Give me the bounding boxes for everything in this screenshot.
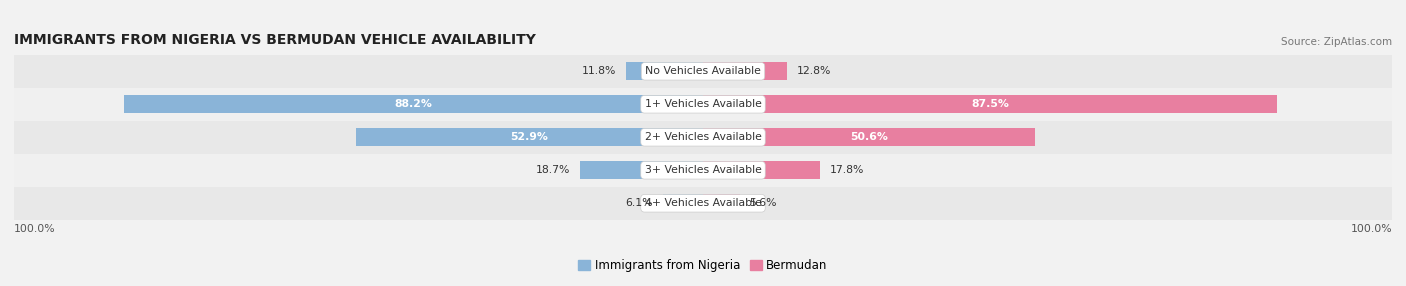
Text: 17.8%: 17.8% [830,165,865,175]
Bar [703,161,820,179]
Bar [664,194,703,212]
Text: 11.8%: 11.8% [581,66,616,76]
Bar [14,55,1392,88]
Bar [14,121,1392,154]
Text: 18.7%: 18.7% [536,165,571,175]
Bar [703,194,740,212]
Text: 3+ Vehicles Available: 3+ Vehicles Available [644,165,762,175]
Text: IMMIGRANTS FROM NIGERIA VS BERMUDAN VEHICLE AVAILABILITY: IMMIGRANTS FROM NIGERIA VS BERMUDAN VEHI… [14,33,536,47]
Text: 100.0%: 100.0% [1350,224,1392,234]
Bar [703,128,1035,146]
Bar [581,161,703,179]
Bar [124,95,703,113]
Text: 4+ Vehicles Available: 4+ Vehicles Available [644,198,762,208]
Text: 5.6%: 5.6% [749,198,778,208]
Text: 6.1%: 6.1% [626,198,654,208]
Bar [703,62,787,80]
Text: 100.0%: 100.0% [14,224,56,234]
Legend: Immigrants from Nigeria, Bermudan: Immigrants from Nigeria, Bermudan [578,259,828,272]
Bar [703,95,1277,113]
Bar [626,62,703,80]
Text: 50.6%: 50.6% [851,132,889,142]
Bar [14,88,1392,121]
Bar [14,187,1392,220]
Text: No Vehicles Available: No Vehicles Available [645,66,761,76]
Bar [14,154,1392,187]
Text: 87.5%: 87.5% [972,99,1010,109]
Text: 2+ Vehicles Available: 2+ Vehicles Available [644,132,762,142]
Bar [356,128,703,146]
Text: 88.2%: 88.2% [395,99,433,109]
Text: 52.9%: 52.9% [510,132,548,142]
Text: 1+ Vehicles Available: 1+ Vehicles Available [644,99,762,109]
Text: Source: ZipAtlas.com: Source: ZipAtlas.com [1281,37,1392,47]
Text: 12.8%: 12.8% [797,66,831,76]
